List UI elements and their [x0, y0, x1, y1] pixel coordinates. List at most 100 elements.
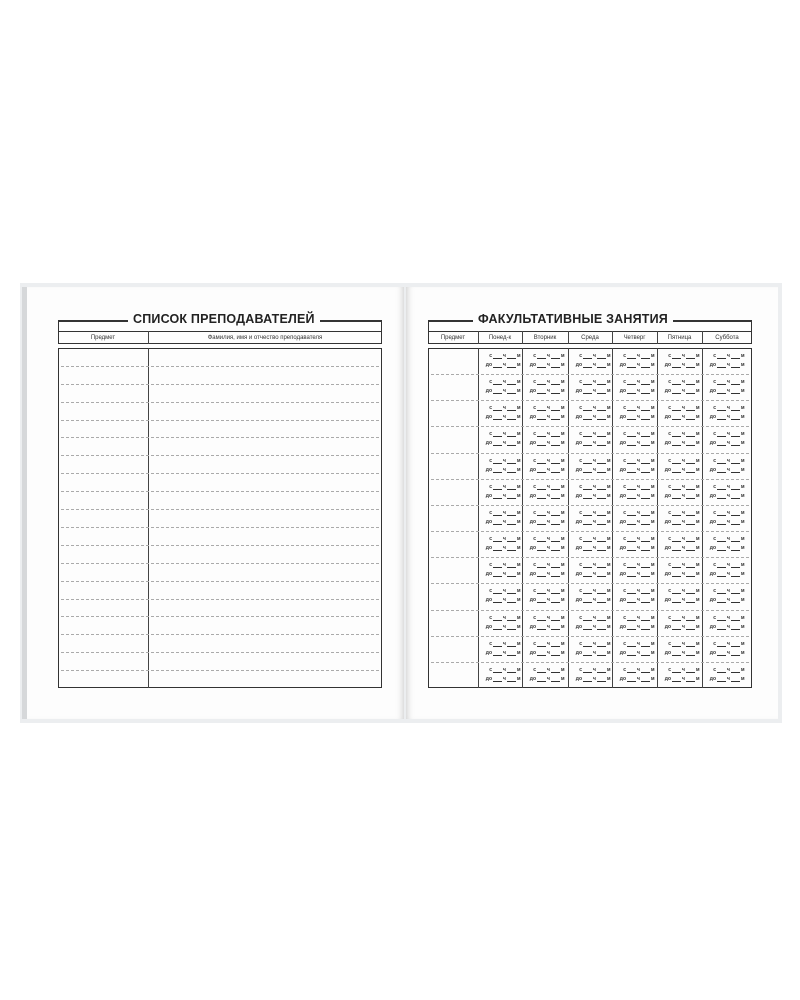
slot-divider	[431, 478, 749, 480]
teachers-table	[58, 348, 382, 688]
divider	[657, 331, 659, 344]
column-header-teacher-name: Фамилия, имя и отчество преподавателя	[207, 335, 323, 341]
time-to-field: до ч м	[664, 675, 700, 682]
time-to-field: до ч м	[485, 492, 521, 499]
time-to-field: до ч м	[619, 388, 655, 395]
time-to-field: до ч м	[575, 623, 611, 630]
writing-line	[61, 598, 379, 600]
time-to-field: до ч м	[709, 362, 745, 368]
time-to-field: до ч м	[485, 649, 521, 656]
time-to-field: до ч м	[619, 492, 655, 499]
time-to-field: до ч м	[485, 571, 521, 578]
writing-line	[61, 562, 379, 564]
time-to-field: до ч м	[575, 388, 611, 395]
time-to-field: до ч м	[709, 440, 745, 447]
time-to-field: до ч м	[529, 675, 565, 682]
time-to-field: до ч м	[619, 571, 655, 578]
time-to-field: до ч м	[485, 388, 521, 395]
time-to-field: до ч м	[529, 518, 565, 525]
time-to-field: до ч м	[575, 597, 611, 604]
time-to-field: до ч м	[709, 649, 745, 656]
time-to-field: до ч м	[485, 545, 521, 552]
right-page-title: ФАКУЛЬТАТИВНЫЕ ЗАНЯТИЯ	[473, 312, 673, 326]
slot-divider	[431, 609, 749, 611]
time-to-field: до ч м	[485, 675, 521, 682]
writing-line	[61, 544, 379, 546]
time-to-field: до ч м	[709, 492, 745, 499]
time-to-field: до ч м	[529, 597, 565, 604]
time-to-field: до ч м	[619, 440, 655, 447]
left-page	[27, 287, 404, 719]
time-to-field: до ч м	[664, 440, 700, 447]
electives-table	[428, 348, 752, 688]
slot-divider	[431, 400, 749, 402]
time-to-field: до ч м	[485, 518, 521, 525]
column-divider	[568, 348, 570, 688]
time-to-field: до ч м	[575, 518, 611, 525]
time-to-field: до ч м	[619, 675, 655, 682]
column-divider	[522, 348, 524, 688]
writing-line	[61, 509, 379, 511]
time-to-field: до ч м	[529, 623, 565, 630]
slot-divider	[431, 426, 749, 428]
time-to-field: до ч м	[709, 623, 745, 630]
time-to-field: до ч м	[485, 362, 521, 368]
time-to-field: до ч м	[529, 492, 565, 499]
left-page-title: СПИСОК ПРЕПОДАВАТЕЛЕЙ	[128, 312, 320, 326]
writing-line	[61, 616, 379, 618]
right-page	[406, 287, 778, 719]
time-to-field: до ч м	[619, 597, 655, 604]
time-to-field: до ч м	[529, 466, 565, 473]
slot-divider	[431, 583, 749, 585]
column-header-3: Среда	[581, 335, 599, 341]
time-to-field: до ч м	[664, 649, 700, 656]
time-to-field: до ч м	[619, 649, 655, 656]
writing-line	[61, 580, 379, 582]
time-to-field: до ч м	[485, 440, 521, 447]
time-to-field: до ч м	[529, 545, 565, 552]
column-divider	[148, 348, 150, 688]
column-divider	[478, 348, 480, 688]
time-to-field: до ч м	[575, 649, 611, 656]
slot-divider	[431, 452, 749, 454]
divider	[148, 331, 150, 344]
slot-divider	[431, 661, 749, 663]
time-to-field: до ч м	[529, 414, 565, 421]
column-header-1: Понед-к	[488, 335, 512, 341]
time-to-field: до ч м	[709, 597, 745, 604]
right-header-frame	[428, 320, 752, 344]
writing-line	[61, 419, 379, 421]
writing-line	[61, 491, 379, 493]
time-to-field: до ч м	[485, 623, 521, 630]
time-to-field: до ч м	[575, 492, 611, 499]
